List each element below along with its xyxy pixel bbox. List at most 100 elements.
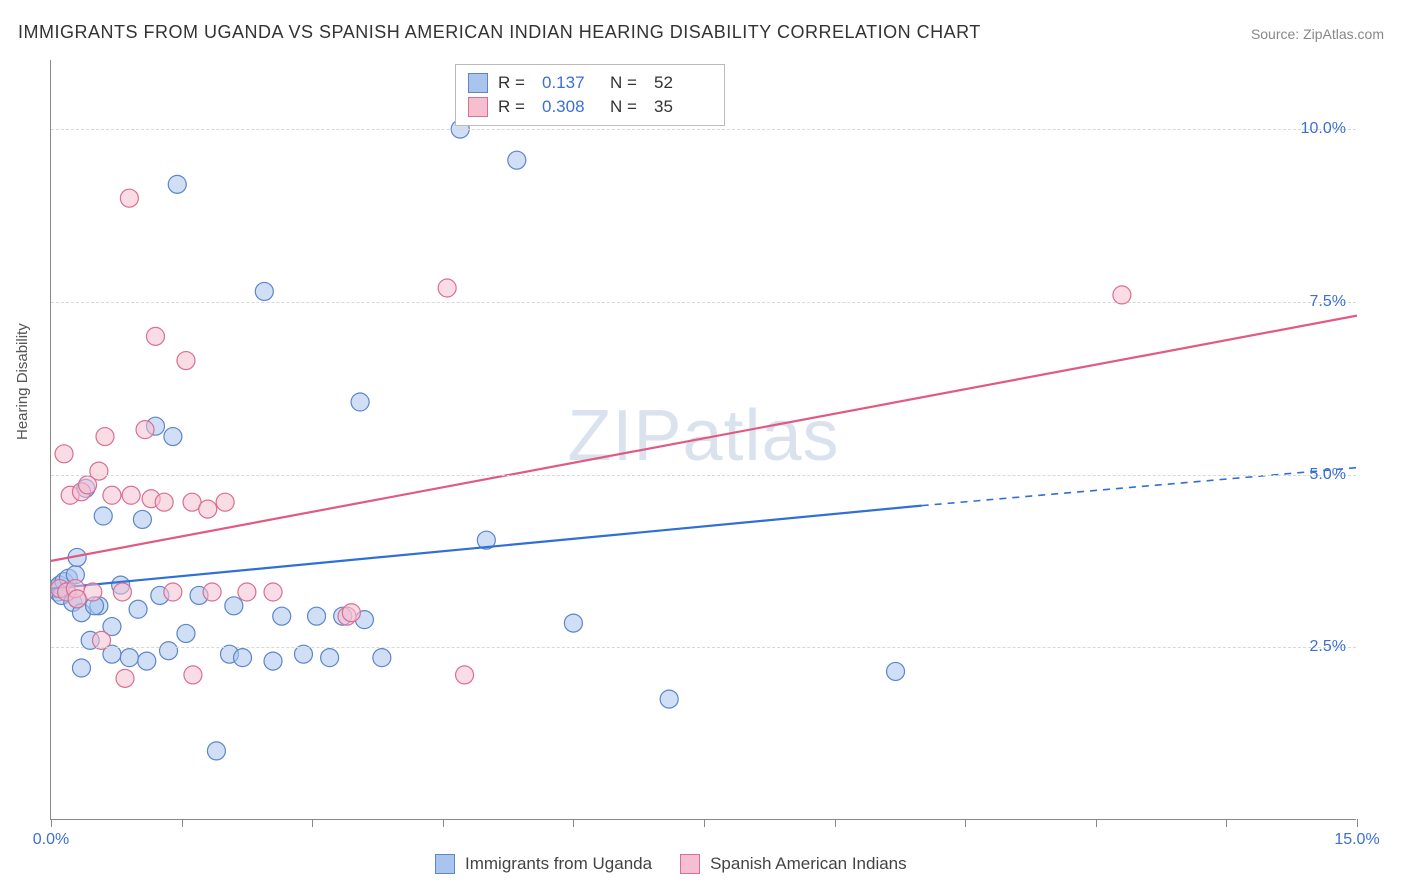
legend-r-value: 0.308 [542,97,600,117]
chart-title: IMMIGRANTS FROM UGANDA VS SPANISH AMERIC… [18,22,981,43]
data-point [199,500,217,518]
data-point [90,462,108,480]
data-point [168,175,186,193]
y-tick-label: 7.5% [1310,293,1346,311]
data-point [113,583,131,601]
data-point [120,189,138,207]
data-point [72,483,90,501]
data-point [136,421,154,439]
data-point [58,583,76,601]
data-point [55,573,73,591]
watermark: ZIPatlas [567,394,839,476]
data-point [68,548,86,566]
legend-n-value: 35 [654,97,712,117]
legend-top-row: R = 0.308 N = 35 [468,95,712,119]
gridline-h [51,647,1356,648]
data-point [183,493,201,511]
data-point [72,604,90,622]
x-tick-mark [312,819,313,827]
data-point [887,662,905,680]
data-point [255,282,273,300]
data-point [51,580,64,598]
data-point [61,486,79,504]
data-point [94,507,112,525]
y-tick-label: 2.5% [1310,638,1346,656]
data-point [55,445,73,463]
legend-r-value: 0.137 [542,73,600,93]
x-tick-label: 0.0% [33,831,69,849]
data-point [96,428,114,446]
legend-top-row: R = 0.137 N = 52 [468,71,712,95]
data-point [155,493,173,511]
data-point [160,642,178,660]
data-point [133,510,151,528]
data-point [190,586,208,604]
gridline-h [51,475,1356,476]
y-tick-label: 5.0% [1310,466,1346,484]
data-point [203,583,221,601]
legend-n-value: 52 [654,73,712,93]
x-tick-label: 15.0% [1334,831,1379,849]
x-tick-mark [573,819,574,827]
data-point [438,279,456,297]
data-point [225,597,243,615]
data-point [64,593,82,611]
data-point [273,607,291,625]
data-point [51,576,69,594]
legend-swatch [468,97,488,117]
data-point [151,586,169,604]
data-point [129,600,147,618]
legend-r-label: R = [498,97,532,117]
data-point [122,486,140,504]
data-point [116,669,134,687]
data-point [68,590,86,608]
watermark-text: ZIPatlas [567,395,839,475]
data-point [86,597,104,615]
data-point [142,490,160,508]
data-point [79,476,97,494]
data-point [51,580,69,598]
x-tick-mark [1226,819,1227,827]
data-point [477,531,495,549]
data-point [66,580,84,598]
data-point [90,597,108,615]
data-point [103,618,121,636]
data-point [51,583,67,601]
data-point [660,690,678,708]
data-point [234,649,252,667]
data-point [77,479,95,497]
data-point [207,742,225,760]
plot-area: ZIPatlas 2.5%5.0%7.5%10.0%0.0%15.0% [50,60,1356,820]
data-point [321,649,339,667]
legend-r-label: R = [498,73,532,93]
data-point [72,659,90,677]
data-point [264,652,282,670]
data-point [66,566,84,584]
data-point [84,583,102,601]
y-tick-label: 10.0% [1301,120,1346,138]
data-point [456,666,474,684]
legend-n-label: N = [610,97,644,117]
data-point [355,611,373,629]
data-point [351,393,369,411]
trend-line [51,506,922,589]
data-point [103,486,121,504]
legend-label: Spanish American Indians [710,854,907,874]
y-axis-label: Hearing Disability [14,323,31,440]
data-point [164,583,182,601]
data-point [216,493,234,511]
gridline-h [51,302,1356,303]
legend-swatch [435,854,455,874]
data-point [52,586,70,604]
data-point [334,607,352,625]
legend-swatch [680,854,700,874]
data-point [338,607,356,625]
data-point [164,428,182,446]
legend-top: R = 0.137 N = 52 R = 0.308 N = 35 [455,64,725,126]
data-point [177,352,195,370]
data-point [59,569,77,587]
legend-n-label: N = [610,73,644,93]
data-point [146,417,164,435]
x-tick-mark [182,819,183,827]
data-point [58,583,76,601]
